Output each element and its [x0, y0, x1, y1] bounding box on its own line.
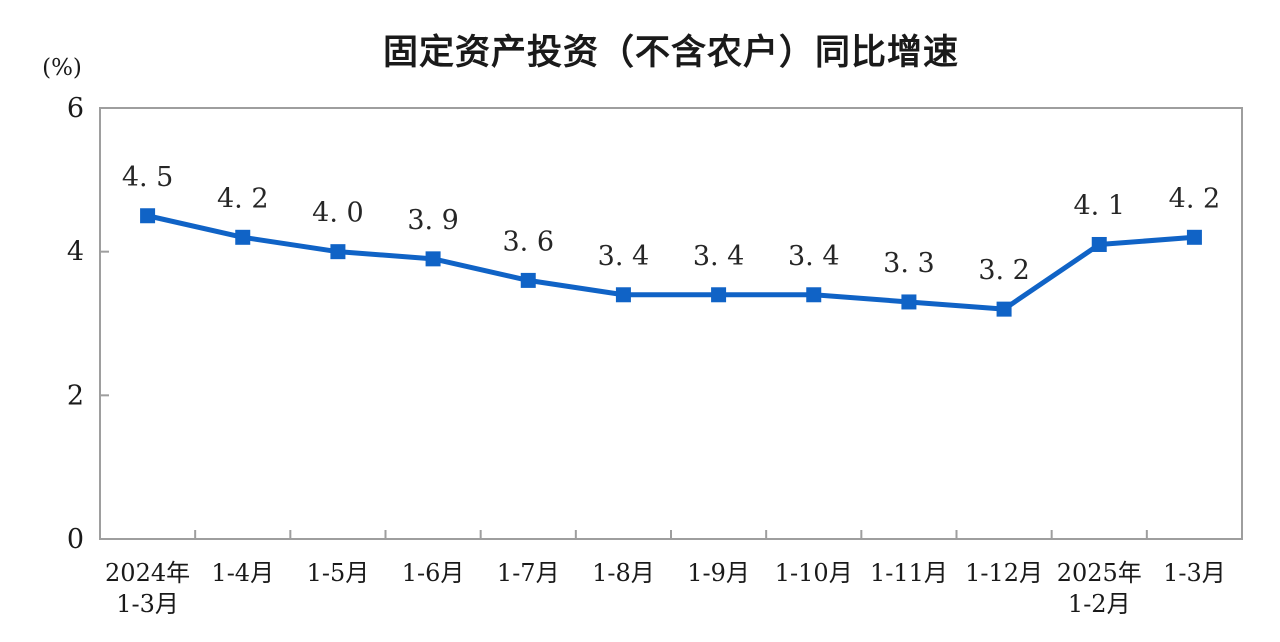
data-point-marker: [1091, 236, 1107, 252]
data-point-label: 4. 0: [312, 198, 364, 229]
x-axis-label: 1-3月: [116, 590, 179, 618]
y-axis-tick-label: 4: [67, 237, 84, 268]
data-point-marker: [1186, 229, 1202, 245]
data-point-label: 3. 9: [407, 205, 459, 236]
y-axis-tick-label: 2: [67, 380, 84, 411]
data-point-marker: [615, 287, 631, 303]
data-point-label: 3. 3: [883, 248, 935, 279]
y-axis-tick-label: 6: [67, 93, 84, 124]
data-point-label: 3. 2: [978, 255, 1030, 286]
x-axis-label: 1-11月: [870, 559, 948, 587]
x-axis-label: 1-8月: [592, 559, 655, 587]
x-axis-label: 1-6月: [402, 559, 465, 587]
data-point-label: 3. 4: [788, 241, 840, 272]
y-axis-unit-label: (%): [42, 55, 82, 81]
data-point-marker: [140, 208, 156, 224]
data-point-label: 3. 4: [693, 241, 745, 272]
data-point-label: 4. 1: [1073, 190, 1125, 221]
data-point-marker: [425, 251, 441, 267]
y-axis-tick-label: 0: [67, 524, 84, 555]
x-axis-label: 1-4月: [211, 559, 274, 587]
x-axis-label: 1-5月: [307, 559, 370, 587]
data-point-label: 4. 2: [217, 183, 269, 214]
x-axis-label: 1-9月: [687, 559, 750, 587]
x-axis-label: 1-2月: [1068, 590, 1131, 618]
x-axis-label: 1-3月: [1163, 559, 1226, 587]
data-point-marker: [901, 294, 917, 310]
chart-title: 固定资产投资（不含农户）同比增速: [382, 33, 959, 72]
x-axis-label: 2024年: [105, 559, 190, 587]
data-point-marker: [520, 272, 536, 288]
x-axis-label: 1-7月: [497, 559, 560, 587]
data-point-marker: [996, 301, 1012, 317]
data-point-label: 3. 6: [502, 226, 554, 257]
data-point-marker: [235, 229, 251, 245]
data-point-marker: [711, 287, 727, 303]
x-axis-label: 1-12月: [965, 559, 1043, 587]
plot-frame: [99, 107, 1243, 540]
x-axis-label: 1-10月: [775, 559, 853, 587]
data-point-marker: [806, 287, 822, 303]
data-point-label: 3. 4: [598, 241, 650, 272]
data-point-label: 4. 5: [122, 162, 174, 193]
data-point-marker: [330, 244, 346, 260]
data-point-label: 4. 2: [1169, 183, 1221, 214]
x-axis-label: 2025年: [1057, 559, 1142, 587]
data-line: [147, 213, 1195, 312]
